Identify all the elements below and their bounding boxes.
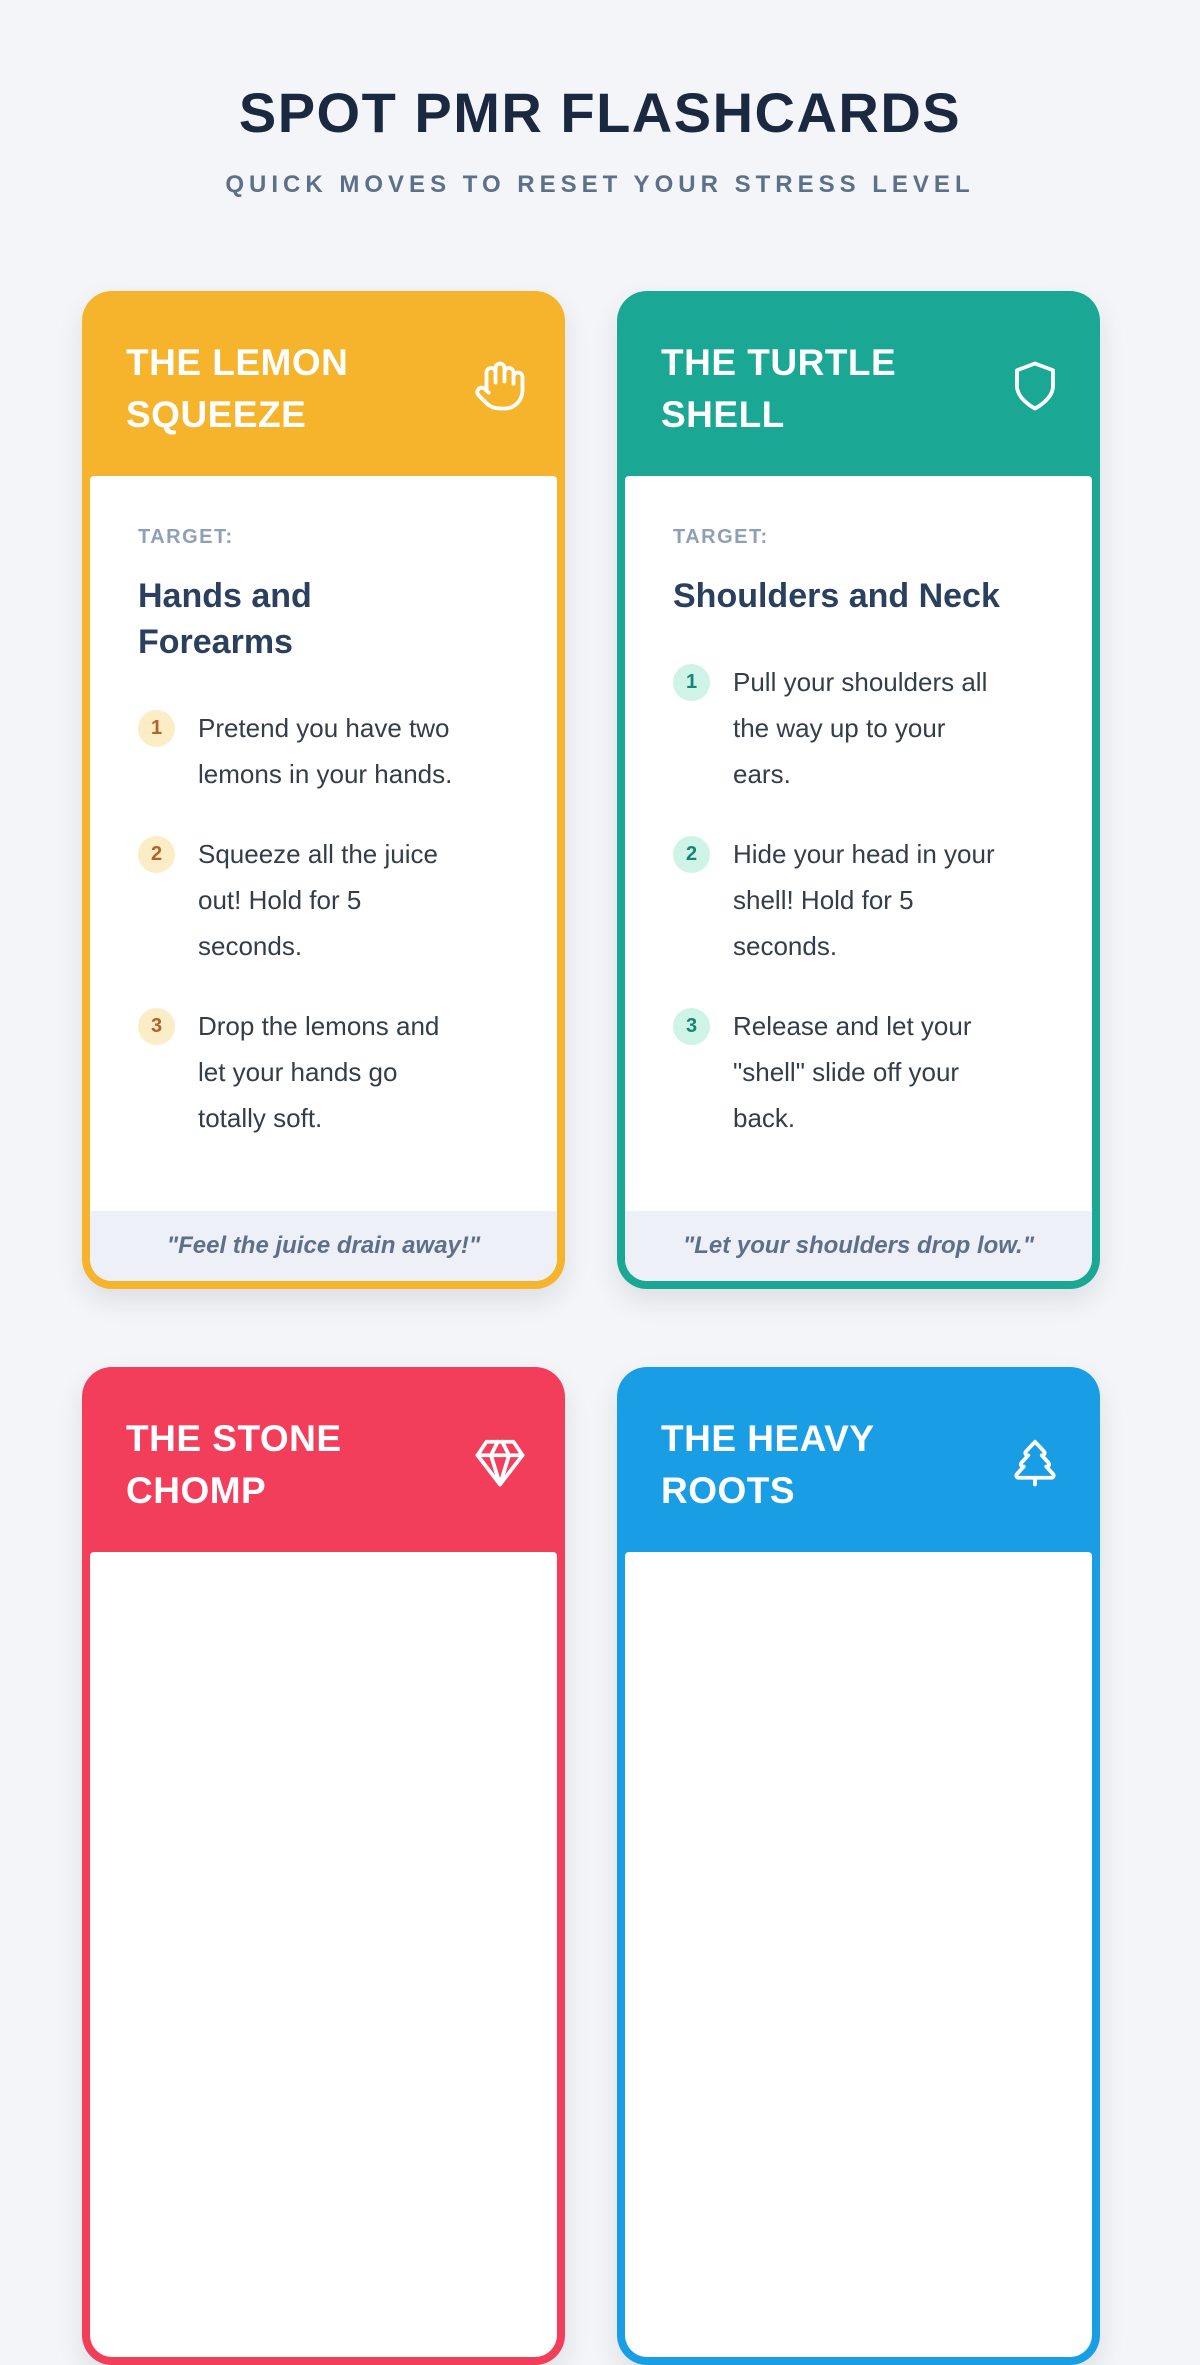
card-header: THE TURTLE SHELL — [617, 291, 1100, 476]
gem-icon — [473, 1435, 527, 1489]
card-body: TARGET: Hands and Forearms 1 Pretend you… — [90, 476, 557, 1211]
card-title: THE TURTLE SHELL — [661, 342, 897, 435]
page-subtitle: QUICK MOVES TO RESET YOUR STRESS LEVEL — [225, 171, 975, 198]
card-title: THE HEAVY ROOTS — [661, 1418, 875, 1511]
tree-icon — [1008, 1435, 1062, 1489]
step-text: Squeeze all the juice out! Hold for 5 se… — [198, 839, 438, 961]
card-header: THE STONE CHOMP — [82, 1367, 565, 1552]
card-body-panel — [90, 1552, 557, 2357]
card-title: THE STONE CHOMP — [126, 1418, 342, 1511]
step-2: 2 Hide your head in your shell! Hold for… — [673, 831, 1040, 969]
shield-icon — [1008, 359, 1062, 413]
card-body — [625, 1552, 1092, 2357]
target-title: Hands and Forearms — [138, 577, 312, 661]
flashcard-heavy-roots: THE HEAVY ROOTS — [617, 1367, 1100, 2365]
card-quote: "Let your shoulders drop low." — [625, 1211, 1092, 1281]
card-body-panel — [625, 1552, 1092, 2357]
step-text: Pretend you have two lemons in your hand… — [198, 713, 453, 789]
step-3: 3 Release and let your "shell" slide off… — [673, 1003, 1040, 1141]
page-header: SPOT PMR FLASHCARDS QUICK MOVES TO RESET… — [0, 0, 1200, 199]
step-text: Drop the lemons and let your hands go to… — [198, 1011, 440, 1133]
card-header: THE HEAVY ROOTS — [617, 1367, 1100, 1552]
card-body — [90, 1552, 557, 2357]
page-title: SPOT PMR FLASHCARDS — [238, 81, 962, 144]
target-title: Shoulders and Neck — [673, 577, 1000, 615]
step-number-badge: 2 — [673, 836, 710, 873]
target-label: TARGET: — [138, 526, 234, 548]
step-number-badge: 3 — [138, 1008, 175, 1045]
card-body: TARGET: Shoulders and Neck 1 Pull your s… — [625, 476, 1092, 1211]
step-number-badge: 3 — [673, 1008, 710, 1045]
step-number-badge: 1 — [138, 710, 175, 747]
step-text: Release and let your "shell" slide off y… — [733, 1011, 972, 1133]
flashcard-turtle-shell: THE TURTLE SHELL TARGET: Shoulders and N… — [617, 291, 1100, 1289]
step-text: Hide your head in your shell! Hold for 5… — [733, 839, 995, 961]
step-1: 1 Pretend you have two lemons in your ha… — [138, 705, 505, 797]
step-2: 2 Squeeze all the juice out! Hold for 5 … — [138, 831, 505, 969]
target-label: TARGET: — [673, 526, 769, 548]
flashcards-grid: THE LEMON SQUEEZE TARGET: Hands and Fore… — [0, 291, 1200, 2365]
card-body-panel: TARGET: Shoulders and Neck 1 Pull your s… — [625, 476, 1092, 1281]
hand-icon — [473, 359, 527, 413]
card-title: THE LEMON SQUEEZE — [126, 342, 349, 435]
step-text: Pull your shoulders all the way up to yo… — [733, 667, 988, 789]
step-1: 1 Pull your shoulders all the way up to … — [673, 659, 1040, 797]
step-3: 3 Drop the lemons and let your hands go … — [138, 1003, 505, 1141]
card-quote: "Feel the juice drain away!" — [90, 1211, 557, 1281]
step-number-badge: 2 — [138, 836, 175, 873]
card-header: THE LEMON SQUEEZE — [82, 291, 565, 476]
flashcard-lemon-squeeze: THE LEMON SQUEEZE TARGET: Hands and Fore… — [82, 291, 565, 1289]
step-number-badge: 1 — [673, 664, 710, 701]
flashcard-stone-chomp: THE STONE CHOMP — [82, 1367, 565, 2365]
card-body-panel: TARGET: Hands and Forearms 1 Pretend you… — [90, 476, 557, 1281]
